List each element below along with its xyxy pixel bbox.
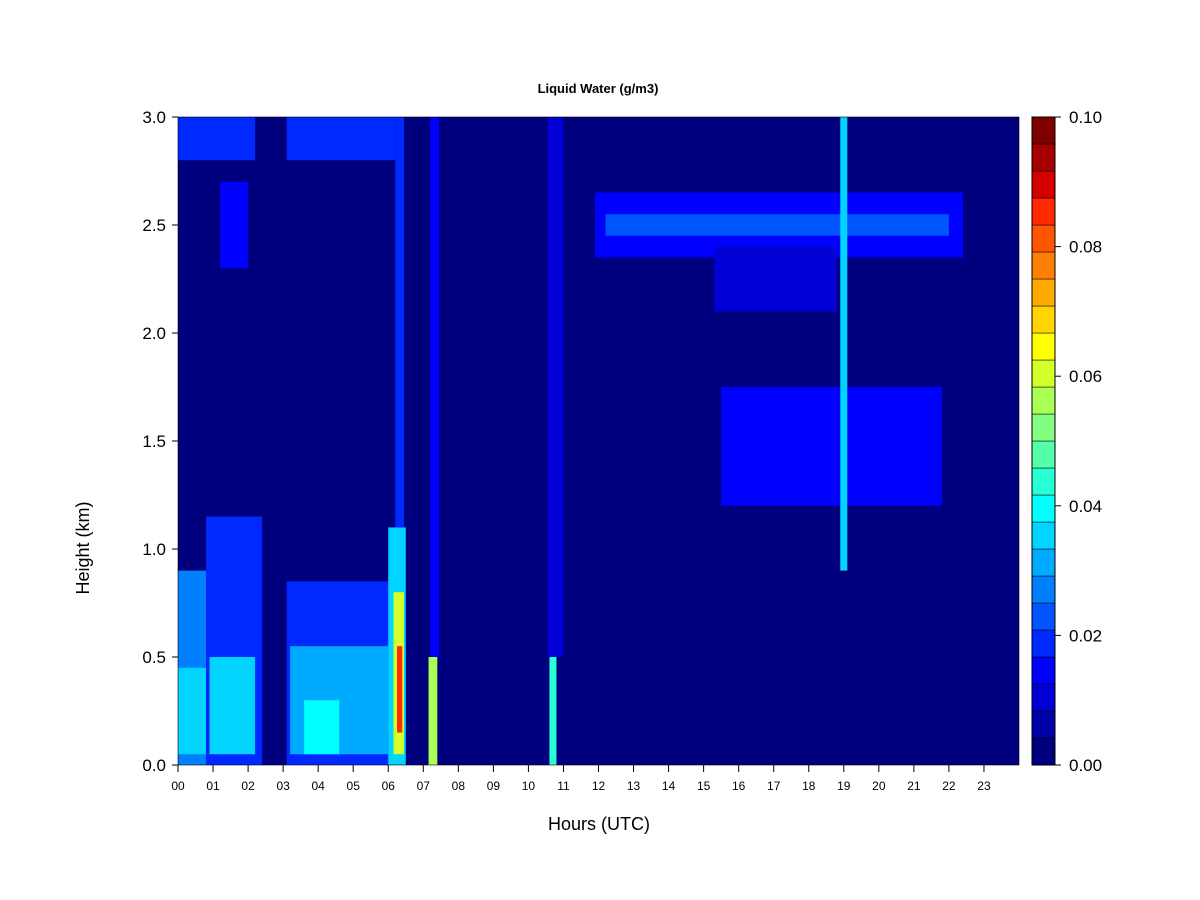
colorbar-swatch xyxy=(1031,602,1056,631)
colorbar-swatch xyxy=(1031,251,1056,280)
heatmap-cell-22 xyxy=(840,117,848,571)
colorbar-swatch xyxy=(1031,737,1056,766)
heatmap-cell-3 xyxy=(209,657,256,755)
x-tick-label: 22 xyxy=(942,779,956,793)
x-tick-label: 01 xyxy=(206,779,220,793)
x-tick-label: 14 xyxy=(662,779,676,793)
x-tick-label: 12 xyxy=(592,779,606,793)
colorbar-tick-label: 0.06 xyxy=(1069,367,1102,386)
x-tick-label: 09 xyxy=(487,779,501,793)
x-axis-label: Hours (UTC) xyxy=(548,814,650,834)
x-tick-label: 19 xyxy=(837,779,851,793)
y-tick-label: 2.5 xyxy=(142,216,166,235)
colorbar-swatch xyxy=(1031,521,1056,550)
x-tick-label: 10 xyxy=(522,779,536,793)
colorbar-tick-label: 0.10 xyxy=(1069,108,1102,127)
heatmap-cell-6 xyxy=(304,700,340,755)
colorbar-swatch xyxy=(1031,548,1056,577)
heatmap-cell-13 xyxy=(549,657,557,765)
colorbar-border xyxy=(1031,116,1056,766)
heatmap-cell-19 xyxy=(605,214,949,236)
colorbar-swatch xyxy=(1031,359,1056,388)
heatmap-cell-14 xyxy=(547,117,564,657)
colorbar-swatch xyxy=(1031,575,1056,604)
chart-title: Liquid Water (g/m3) xyxy=(538,81,659,96)
x-tick-label: 00 xyxy=(171,779,185,793)
heatmap-cell-10 xyxy=(395,117,405,528)
colorbar-tick-label: 0.08 xyxy=(1069,238,1102,257)
x-tick-label: 16 xyxy=(732,779,746,793)
y-tick-label: 3.0 xyxy=(142,108,166,127)
colorbar-swatch xyxy=(1031,224,1056,253)
colorbar-swatch xyxy=(1031,386,1056,415)
heatmap-cell-11 xyxy=(428,657,438,765)
colorbar-swatch xyxy=(1031,467,1056,496)
plot-area xyxy=(178,117,1019,765)
y-tick-label: 2.0 xyxy=(142,324,166,343)
x-tick-label: 04 xyxy=(311,779,325,793)
x-tick-label: 15 xyxy=(697,779,711,793)
colorbar-swatch xyxy=(1031,143,1056,172)
heatmap-cell-21 xyxy=(721,387,942,506)
x-tick-label: 02 xyxy=(241,779,255,793)
colorbar-tick-label: 0.02 xyxy=(1069,626,1102,645)
y-tick-label: 1.5 xyxy=(142,432,166,451)
heatmap-cell-15 xyxy=(178,117,256,161)
colorbar-swatch xyxy=(1031,197,1056,226)
x-tick-label: 23 xyxy=(977,779,991,793)
colorbar-swatch xyxy=(1031,656,1056,685)
colorbar-swatch xyxy=(1031,710,1056,739)
y-axis: 0.0 0.5 1.0 1.5 2.0 2.5 3.0 xyxy=(142,108,178,775)
colorbar-tick-label: 0.04 xyxy=(1069,497,1102,516)
colorbar-tick-label: 0.00 xyxy=(1069,756,1102,775)
heatmap-cell-20 xyxy=(714,246,837,312)
colorbar-swatch xyxy=(1031,116,1056,145)
x-tick-label: 03 xyxy=(276,779,290,793)
x-tick-label: 20 xyxy=(872,779,886,793)
colorbar-swatch xyxy=(1031,413,1056,442)
colorbar-swatch xyxy=(1031,494,1056,523)
x-tick-label: 17 xyxy=(767,779,781,793)
colorbar: 0.00 0.02 0.04 0.06 0.08 0.10 xyxy=(1031,108,1102,775)
y-axis-label: Height (km) xyxy=(73,501,93,594)
x-tick-label: 11 xyxy=(557,779,570,793)
x-tick-label: 05 xyxy=(347,779,361,793)
x-tick-label: 18 xyxy=(802,779,816,793)
x-tick-label: 13 xyxy=(627,779,641,793)
y-tick-label: 0.0 xyxy=(142,756,166,775)
x-tick-label: 06 xyxy=(382,779,396,793)
colorbar-swatch xyxy=(1031,683,1056,712)
colorbar-swatch xyxy=(1031,170,1056,199)
colorbar-swatch xyxy=(1031,278,1056,307)
heatmap-cell-17 xyxy=(286,117,396,161)
heatmap-cell-1 xyxy=(178,667,207,755)
colorbar-swatch xyxy=(1031,332,1056,361)
colorbar-swatch xyxy=(1031,629,1056,658)
y-tick-label: 0.5 xyxy=(142,648,166,667)
x-tick-label: 07 xyxy=(417,779,431,793)
y-tick-label: 1.0 xyxy=(142,540,166,559)
colorbar-swatch xyxy=(1031,440,1056,469)
x-tick-label: 08 xyxy=(452,779,466,793)
x-axis: 00 01 02 03 04 05 06 07 08 09 10 11 12 13 14 15 16 17 18 19… xyxy=(171,765,991,793)
colorbar-swatch xyxy=(1031,305,1056,334)
x-tick-label: 21 xyxy=(907,779,921,793)
heatmap-cell-16 xyxy=(220,181,249,269)
heatmap-cell-12 xyxy=(430,117,440,657)
heatmap-cell-9 xyxy=(397,646,403,733)
